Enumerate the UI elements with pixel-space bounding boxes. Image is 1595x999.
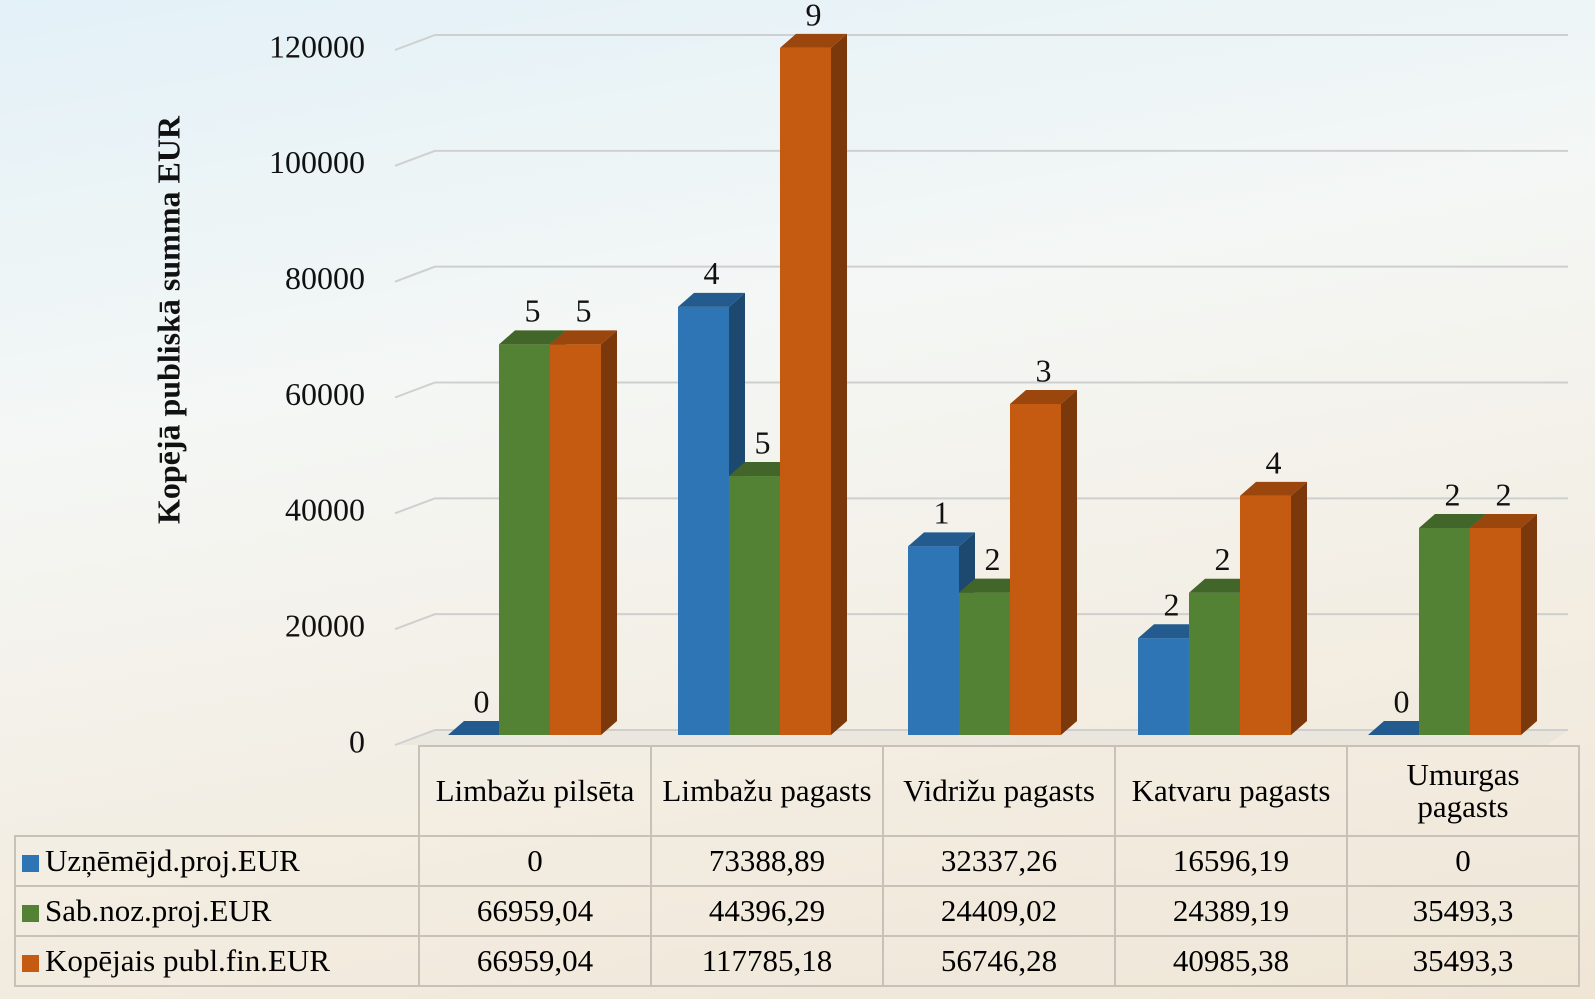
bar [959,592,1010,735]
series-row: Sab.noz.proj.EUR 66959,04 44396,29 24409,02… [14,885,1580,937]
y-tick-label: 40000 [285,492,365,528]
table-value: 32337,26 [882,835,1116,887]
grid-line [394,497,1568,515]
bar-top [1189,578,1256,593]
table-value: 44396,29 [650,885,884,937]
table-value: 117785,18 [650,935,884,987]
bar-top [550,330,617,345]
legend-label: Kopējais publ.fin.EUR [45,943,330,978]
y-tick-label: 80000 [285,260,365,296]
data-label: 2 [985,541,1001,577]
data-label: 3 [1036,352,1052,388]
legend-swatch [22,955,39,973]
bar [678,306,729,735]
bar-top [1368,721,1435,735]
bar-top [729,462,796,477]
data-table: Limbažu pilsēta Limbažu pagasts Vidrižu pa… [14,745,1580,987]
y-tick-label: 20000 [285,608,365,644]
bar-top [678,292,745,307]
legend-swatch [22,905,39,923]
table-value: 35493,3 [1346,935,1580,987]
bar-top [499,330,566,345]
table-value: 73388,89 [650,835,884,887]
header-row: Limbažu pilsēta Limbažu pagasts Vidrižu pa… [15,745,1580,837]
bar [780,47,831,735]
bar-side [1521,513,1537,735]
data-label: 5 [525,293,541,329]
table-value: 16596,19 [1114,835,1348,887]
category-label: Katvaru pagasts [1114,745,1348,837]
data-label: 2 [1496,476,1512,512]
bar-top [1419,513,1486,528]
bar-side [831,33,847,735]
bar-top [1138,624,1205,639]
legend-cell: Uzņēmējd.proj.EUR [14,835,420,887]
bar-side [1291,481,1307,735]
grid-line [394,265,1568,283]
category-label: Umurgas pagasts [1346,745,1580,837]
bar [729,476,780,735]
table-value: 40985,38 [1114,935,1348,987]
table-value: 35493,3 [1346,885,1580,937]
bar-top [1010,389,1077,404]
bar [908,546,959,735]
bar-top [1470,513,1537,528]
bar [550,344,601,735]
bar [1010,403,1061,735]
table-value: 24389,19 [1114,885,1348,937]
legend-cell: Kopējais publ.fin.EUR [14,935,420,987]
legend-label: Sab.noz.proj.EUR [45,893,272,928]
grid-line [394,149,1568,167]
table-value: 66959,04 [418,885,652,937]
data-label: 1 [934,495,950,531]
bar-top [1240,481,1307,496]
data-label: 0 [1394,683,1410,719]
table-value: 66959,04 [418,935,652,987]
legend-cell: Sab.noz.proj.EUR [14,885,420,937]
data-label: 0 [474,683,490,719]
bar-top [959,578,1026,593]
table-value: 24409,02 [882,885,1116,937]
category-label: Limbažu pilsēta [418,745,652,837]
data-label: 5 [576,293,592,329]
y-tick-label: 120000 [269,28,365,64]
grid-line [394,381,1568,399]
data-label: 4 [704,255,720,291]
y-axis-title: Kopējā publiskā summa EUR [150,115,186,524]
bar-side [601,330,617,735]
data-label: 4 [1266,444,1282,480]
y-tick-label: 60000 [285,376,365,412]
bar-side [1061,389,1077,735]
bar [499,344,550,735]
data-label: 2 [1215,541,1231,577]
bar [1419,527,1470,735]
series-row: Uzņēmējd.proj.EUR 0 73388,89 32337,26 16596,… [14,835,1580,887]
table-value: 0 [1346,835,1580,887]
data-label: 5 [755,424,771,460]
legend-swatch [22,855,39,873]
category-label: Vidrižu pagasts [882,745,1116,837]
corner-cell [15,746,420,836]
legend-label: Uzņēmējd.proj.EUR [45,843,300,878]
table-value: 0 [418,835,652,887]
bar-top [908,532,975,547]
data-label: 2 [1445,476,1461,512]
bar-top [448,721,515,735]
series-row: Kopējais publ.fin.EUR 66959,04 117785,18 56… [14,935,1580,987]
bar [1470,527,1521,735]
bar [1138,638,1189,735]
table-value: 56746,28 [882,935,1116,987]
data-label: 9 [806,0,822,32]
grid-line [394,34,1568,51]
bar [1189,592,1240,735]
category-label: Limbažu pagasts [650,745,884,837]
bar-top [780,33,847,48]
data-label: 2 [1164,587,1180,623]
bar [1240,495,1291,735]
y-tick-label: 100000 [269,144,365,180]
